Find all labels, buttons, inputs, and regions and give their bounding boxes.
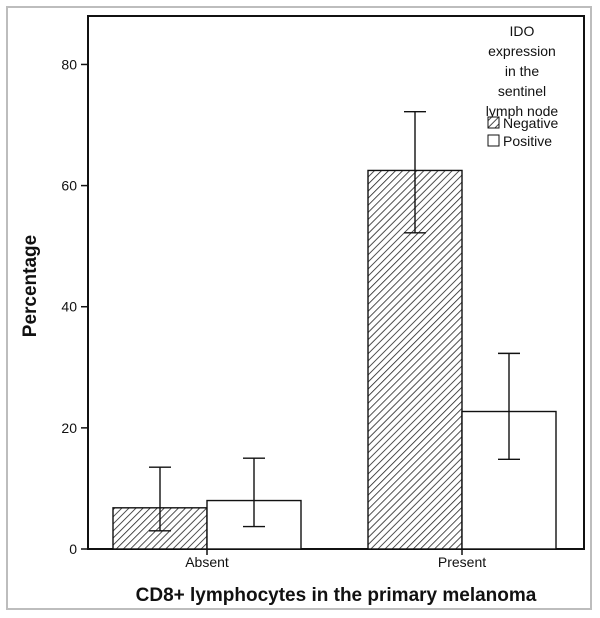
legend-title-line: IDO	[510, 23, 535, 39]
plot-area	[87, 15, 585, 550]
y-tick-label: 60	[61, 178, 77, 194]
x-tick-label-present: Present	[438, 554, 486, 570]
y-axis-title: Percentage	[20, 235, 41, 337]
legend-title-line: expression	[488, 43, 556, 59]
x-axis: Absent Present	[185, 549, 486, 570]
x-tick-label-absent: Absent	[185, 554, 229, 570]
y-tick-label: 20	[61, 420, 77, 436]
y-tick-label: 0	[69, 541, 77, 557]
legend: IDO expression in the sentinel lymph nod…	[486, 23, 559, 149]
legend-label-negative: Negative	[503, 115, 558, 131]
legend-label-positive: Positive	[503, 133, 552, 149]
x-axis-title: CD8+ lymphocytes in the primary melanoma	[136, 585, 537, 606]
y-tick-label: 80	[61, 56, 77, 72]
bars	[112, 169, 557, 550]
legend-title-line: sentinel	[498, 83, 546, 99]
legend-title-line: in the	[505, 63, 539, 79]
legend-title-line: lymph node	[486, 103, 559, 119]
y-axis: 0 20 40 60 80	[61, 56, 88, 557]
error-bars	[149, 110, 520, 532]
bar-negative-present	[367, 169, 463, 550]
legend-swatch-positive	[487, 134, 500, 147]
legend-swatch-negative	[487, 116, 500, 129]
y-tick-label: 40	[61, 299, 77, 315]
